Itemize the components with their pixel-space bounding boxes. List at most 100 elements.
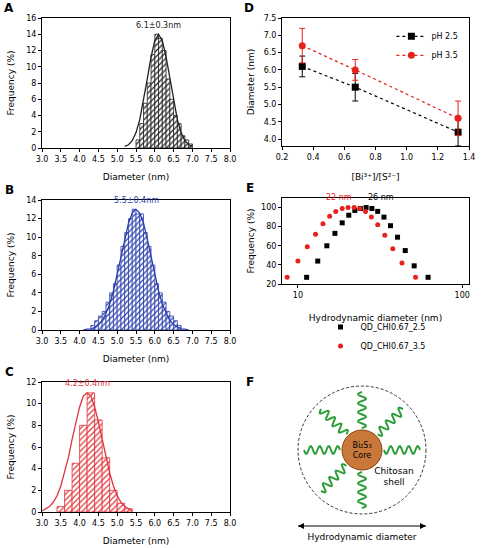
svg-text:0: 0 [31,144,36,153]
svg-text:40: 40 [266,261,276,270]
svg-text:E: E [246,182,254,195]
svg-text:8.0: 8.0 [224,155,237,164]
svg-text:3.5: 3.5 [54,519,67,528]
svg-text:6.0: 6.0 [148,155,161,164]
svg-text:60: 60 [266,242,276,251]
svg-text:6.5: 6.5 [167,337,180,346]
svg-text:4.5: 4.5 [92,519,105,528]
svg-text:14: 14 [26,196,36,205]
svg-text:5.5: 5.5 [130,519,143,528]
svg-text:6.0: 6.0 [264,66,277,75]
svg-text:7.5: 7.5 [205,337,218,346]
svg-text:A: A [4,1,14,15]
svg-text:4: 4 [31,289,36,298]
svg-text:4.0: 4.0 [73,519,86,528]
svg-text:8: 8 [31,421,36,430]
svg-text:20: 20 [266,280,276,289]
svg-text:8: 8 [31,252,36,261]
svg-text:4: 4 [31,111,36,120]
svg-text:6: 6 [31,270,36,279]
svg-text:16: 16 [26,14,36,23]
svg-text:3.5: 3.5 [54,337,67,346]
svg-text:3.5: 3.5 [54,155,67,164]
svg-text:6.5: 6.5 [167,519,180,528]
svg-text:Hydrodynamic diameter (nm): Hydrodynamic diameter (nm) [309,313,442,323]
svg-text:6.0: 6.0 [148,337,161,346]
svg-text:8: 8 [31,79,36,88]
svg-text:7.5: 7.5 [205,519,218,528]
svg-text:100: 100 [455,291,470,300]
svg-text:F: F [246,375,254,389]
svg-text:Chitosan: Chitosan [374,466,413,476]
svg-text:4.0: 4.0 [73,155,86,164]
svg-text:7.0: 7.0 [186,155,199,164]
svg-text:2: 2 [31,486,36,495]
svg-text:Frequency (%): Frequency (%) [6,233,16,298]
svg-text:3.0: 3.0 [36,155,49,164]
svg-text:6.5: 6.5 [264,48,277,57]
svg-text:6: 6 [31,443,36,452]
svg-text:B: B [5,183,14,197]
svg-text:7.0: 7.0 [264,31,277,40]
svg-text:22 nm: 22 nm [326,193,352,202]
svg-text:QD_CHI0.67_2.5: QD_CHI0.67_2.5 [361,323,426,332]
svg-text:Frequency (%): Frequency (%) [6,51,16,116]
svg-text:14: 14 [26,30,36,39]
svg-text:2: 2 [31,307,36,316]
svg-text:Frequency (%): Frequency (%) [246,209,256,274]
svg-text:pH 3.5: pH 3.5 [431,51,457,60]
svg-text:10: 10 [293,291,303,300]
svg-text:C: C [5,365,14,379]
svg-text:4: 4 [31,464,36,473]
svg-text:5.0: 5.0 [111,337,124,346]
svg-text:1.0: 1.0 [400,153,413,162]
svg-text:3.0: 3.0 [36,519,49,528]
svg-text:Core: Core [353,451,372,460]
svg-text:Diameter (nm): Diameter (nm) [103,172,169,182]
svg-text:4.0: 4.0 [73,337,86,346]
svg-text:0.6: 0.6 [338,153,351,162]
svg-text:5.5: 5.5 [130,155,143,164]
svg-text:4.0: 4.0 [264,135,277,144]
svg-text:Diameter (nm): Diameter (nm) [103,536,169,546]
svg-text:0.2: 0.2 [276,153,289,162]
svg-text:6.0: 6.0 [148,519,161,528]
svg-text:7.5: 7.5 [205,155,218,164]
svg-text:7.0: 7.0 [186,519,199,528]
svg-text:Hydrodynamic diameter: Hydrodynamic diameter [308,532,417,542]
svg-text:0.4: 0.4 [307,153,320,162]
svg-text:26 nm: 26 nm [368,193,394,202]
svg-text:12: 12 [26,46,36,55]
svg-text:4.2±0.4nm: 4.2±0.4nm [65,379,110,388]
svg-text:1.2: 1.2 [431,153,444,162]
svg-text:0: 0 [31,326,36,335]
svg-text:[Bi³⁺]/[S²⁻]: [Bi³⁺]/[S²⁻] [351,172,399,182]
svg-text:5.5: 5.5 [130,337,143,346]
svg-text:5.0: 5.0 [111,155,124,164]
svg-text:10: 10 [26,233,36,242]
svg-text:5.5: 5.5 [264,83,277,92]
svg-text:4.5: 4.5 [264,118,277,127]
svg-text:4.5: 4.5 [92,337,105,346]
svg-text:80: 80 [266,222,276,231]
svg-text:100: 100 [261,203,276,212]
svg-text:7.0: 7.0 [186,337,199,346]
svg-text:Diameter (nm): Diameter (nm) [246,49,256,115]
svg-text:7.5: 7.5 [264,14,277,23]
svg-text:1.4: 1.4 [463,153,476,162]
svg-text:QD_CHI0.67_3.5: QD_CHI0.67_3.5 [361,342,426,351]
svg-text:shell: shell [384,477,405,487]
svg-text:10: 10 [26,63,36,72]
svg-text:6.5: 6.5 [167,155,180,164]
svg-text:5.5±0.4nm: 5.5±0.4nm [114,196,159,205]
svg-text:8.0: 8.0 [224,337,237,346]
svg-text:6: 6 [31,95,36,104]
svg-text:D: D [244,1,254,15]
svg-text:12: 12 [26,378,36,387]
svg-text:12: 12 [26,214,36,223]
svg-text:8.0: 8.0 [224,519,237,528]
svg-text:0.8: 0.8 [369,153,382,162]
svg-text:0: 0 [31,508,36,517]
svg-text:Bi₂S₃: Bi₂S₃ [352,441,371,450]
svg-text:3.0: 3.0 [36,337,49,346]
